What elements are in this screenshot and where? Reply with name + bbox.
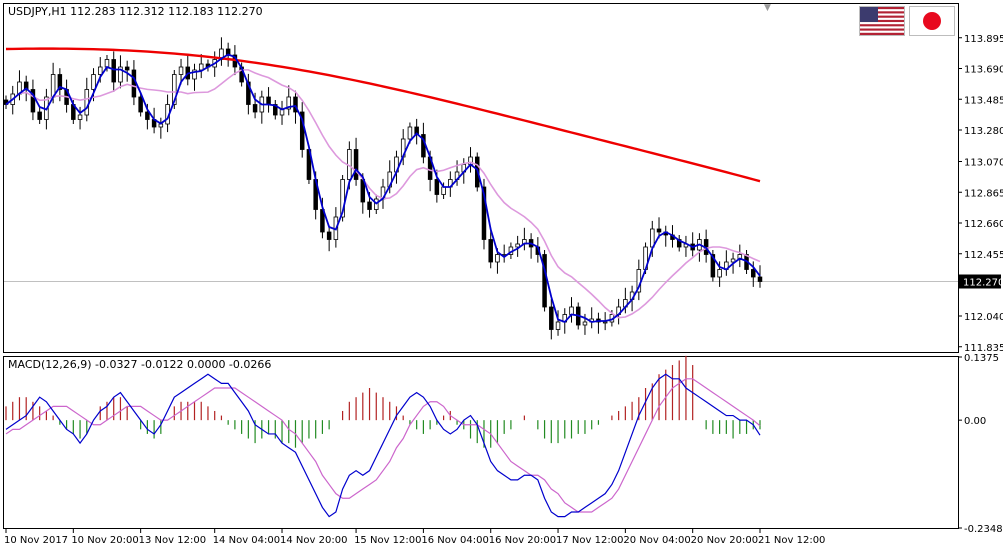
time-tick-label: 10 Nov 2017 (4, 535, 68, 546)
macd-tick-label: -0.2348 (964, 524, 1003, 535)
candle-body (111, 59, 116, 83)
candle-body (273, 104, 278, 116)
candle-body (91, 74, 96, 90)
price-tick-label: 113.485 (964, 95, 1003, 106)
price-axis: 113.895 113.690 113.485 113.280 113.070 112.8… (958, 34, 1003, 354)
macd-axis: 0.1375 0.00 -0.2348 (958, 353, 1003, 535)
time-tick-label: 21 Nov 12:00 (758, 535, 825, 546)
candle-body (488, 239, 493, 263)
candle-body (751, 269, 756, 278)
price-tick-label: 113.895 (964, 34, 1003, 45)
time-tick-label: 20 Nov 04:00 (623, 535, 690, 546)
chart-shift-icon[interactable]: ▼ (764, 3, 771, 13)
candle-body (192, 69, 197, 80)
macd-main-line (5, 373, 761, 518)
candle-body (266, 96, 271, 105)
candle-body (353, 149, 359, 180)
candle-body (495, 254, 500, 263)
candle-body (246, 81, 251, 105)
candle-body (37, 111, 42, 120)
candle-body (515, 243, 520, 248)
candle-body (710, 254, 716, 278)
candle-body (730, 258, 736, 263)
time-tick-label: 16 Nov 04:00 (421, 535, 488, 546)
current-price-label: 112.270 (963, 278, 1003, 289)
time-tick-label: 15 Nov 12:00 (354, 535, 421, 546)
time-tick-label: 16 Nov 20:00 (489, 535, 556, 546)
price-panel (3, 3, 959, 353)
candle-body (286, 96, 292, 110)
candle-body (77, 114, 83, 120)
macd-tick-label: 0.1375 (964, 353, 999, 364)
candle-body (124, 66, 130, 71)
price-chart-title: USDJPY,H1 112.283 112.312 112.183 112.27… (8, 5, 263, 18)
time-tick-label: 10 Nov 20:00 (71, 535, 138, 546)
candle-body (138, 96, 143, 113)
price-tick-label: 113.070 (964, 158, 1003, 169)
candle-body (407, 126, 413, 140)
candle-body (367, 201, 372, 210)
price-tick-label: 111.835 (964, 343, 1003, 354)
time-tick-label: 20 Nov 20:00 (691, 535, 758, 546)
candle-body (293, 96, 298, 113)
candle-body (97, 66, 103, 75)
candle-body (569, 306, 574, 315)
time-axis: 10 Nov 2017 10 Nov 20:00 13 Nov 12:00 14 No… (4, 529, 825, 546)
time-tick-label: 14 Nov 04:00 (213, 535, 280, 546)
time-tick-label: 14 Nov 20:00 (280, 535, 347, 546)
candle-body (757, 276, 763, 282)
price-tick-label: 112.660 (964, 219, 1003, 230)
price-tick-label: 112.455 (964, 250, 1003, 261)
candle-body (57, 74, 63, 90)
macd-panel (3, 356, 959, 529)
macd-signal-line (5, 378, 761, 513)
price-tick-label: 112.865 (964, 188, 1003, 199)
candle-body (555, 321, 561, 330)
us-flag-icon (859, 6, 905, 36)
candle-body (131, 69, 137, 98)
price-tick-label: 113.280 (964, 126, 1003, 137)
candle-body (178, 66, 184, 75)
macd-title: MACD(12,26,9) -0.0327 -0.0122 0.0000 -0.… (8, 358, 271, 371)
price-tick-label: 113.690 (964, 65, 1003, 76)
candle-body (340, 179, 345, 218)
candle-body (602, 321, 608, 324)
candle-body (326, 231, 332, 240)
japan-flag-icon (909, 6, 955, 36)
current-price-label-box (959, 274, 1001, 289)
time-tick-label: 13 Nov 12:00 (139, 535, 206, 546)
candle-body (549, 306, 554, 330)
candle-body (582, 321, 588, 326)
candle-body (252, 104, 258, 113)
candle-body (434, 179, 440, 195)
macd-panel-layer (5, 355, 761, 518)
price-tick-label: 112.040 (964, 312, 1003, 323)
candle-body (84, 89, 90, 116)
macd-tick-label: 0.00 (964, 416, 986, 427)
candle-body (717, 269, 722, 278)
candle-body (145, 111, 150, 120)
price-panel-layer (3, 37, 958, 340)
ma-fast-line (5, 53, 761, 324)
candle-body (441, 186, 446, 195)
candle-body (30, 89, 36, 113)
ma-slow-line (5, 47, 761, 183)
candle-body (172, 74, 177, 105)
candle-body (104, 59, 110, 68)
candle-body (198, 63, 204, 71)
candle-body (118, 66, 123, 83)
time-tick-label: 17 Nov 12:00 (556, 535, 623, 546)
candle-body (656, 228, 662, 233)
candle-body (481, 186, 487, 240)
